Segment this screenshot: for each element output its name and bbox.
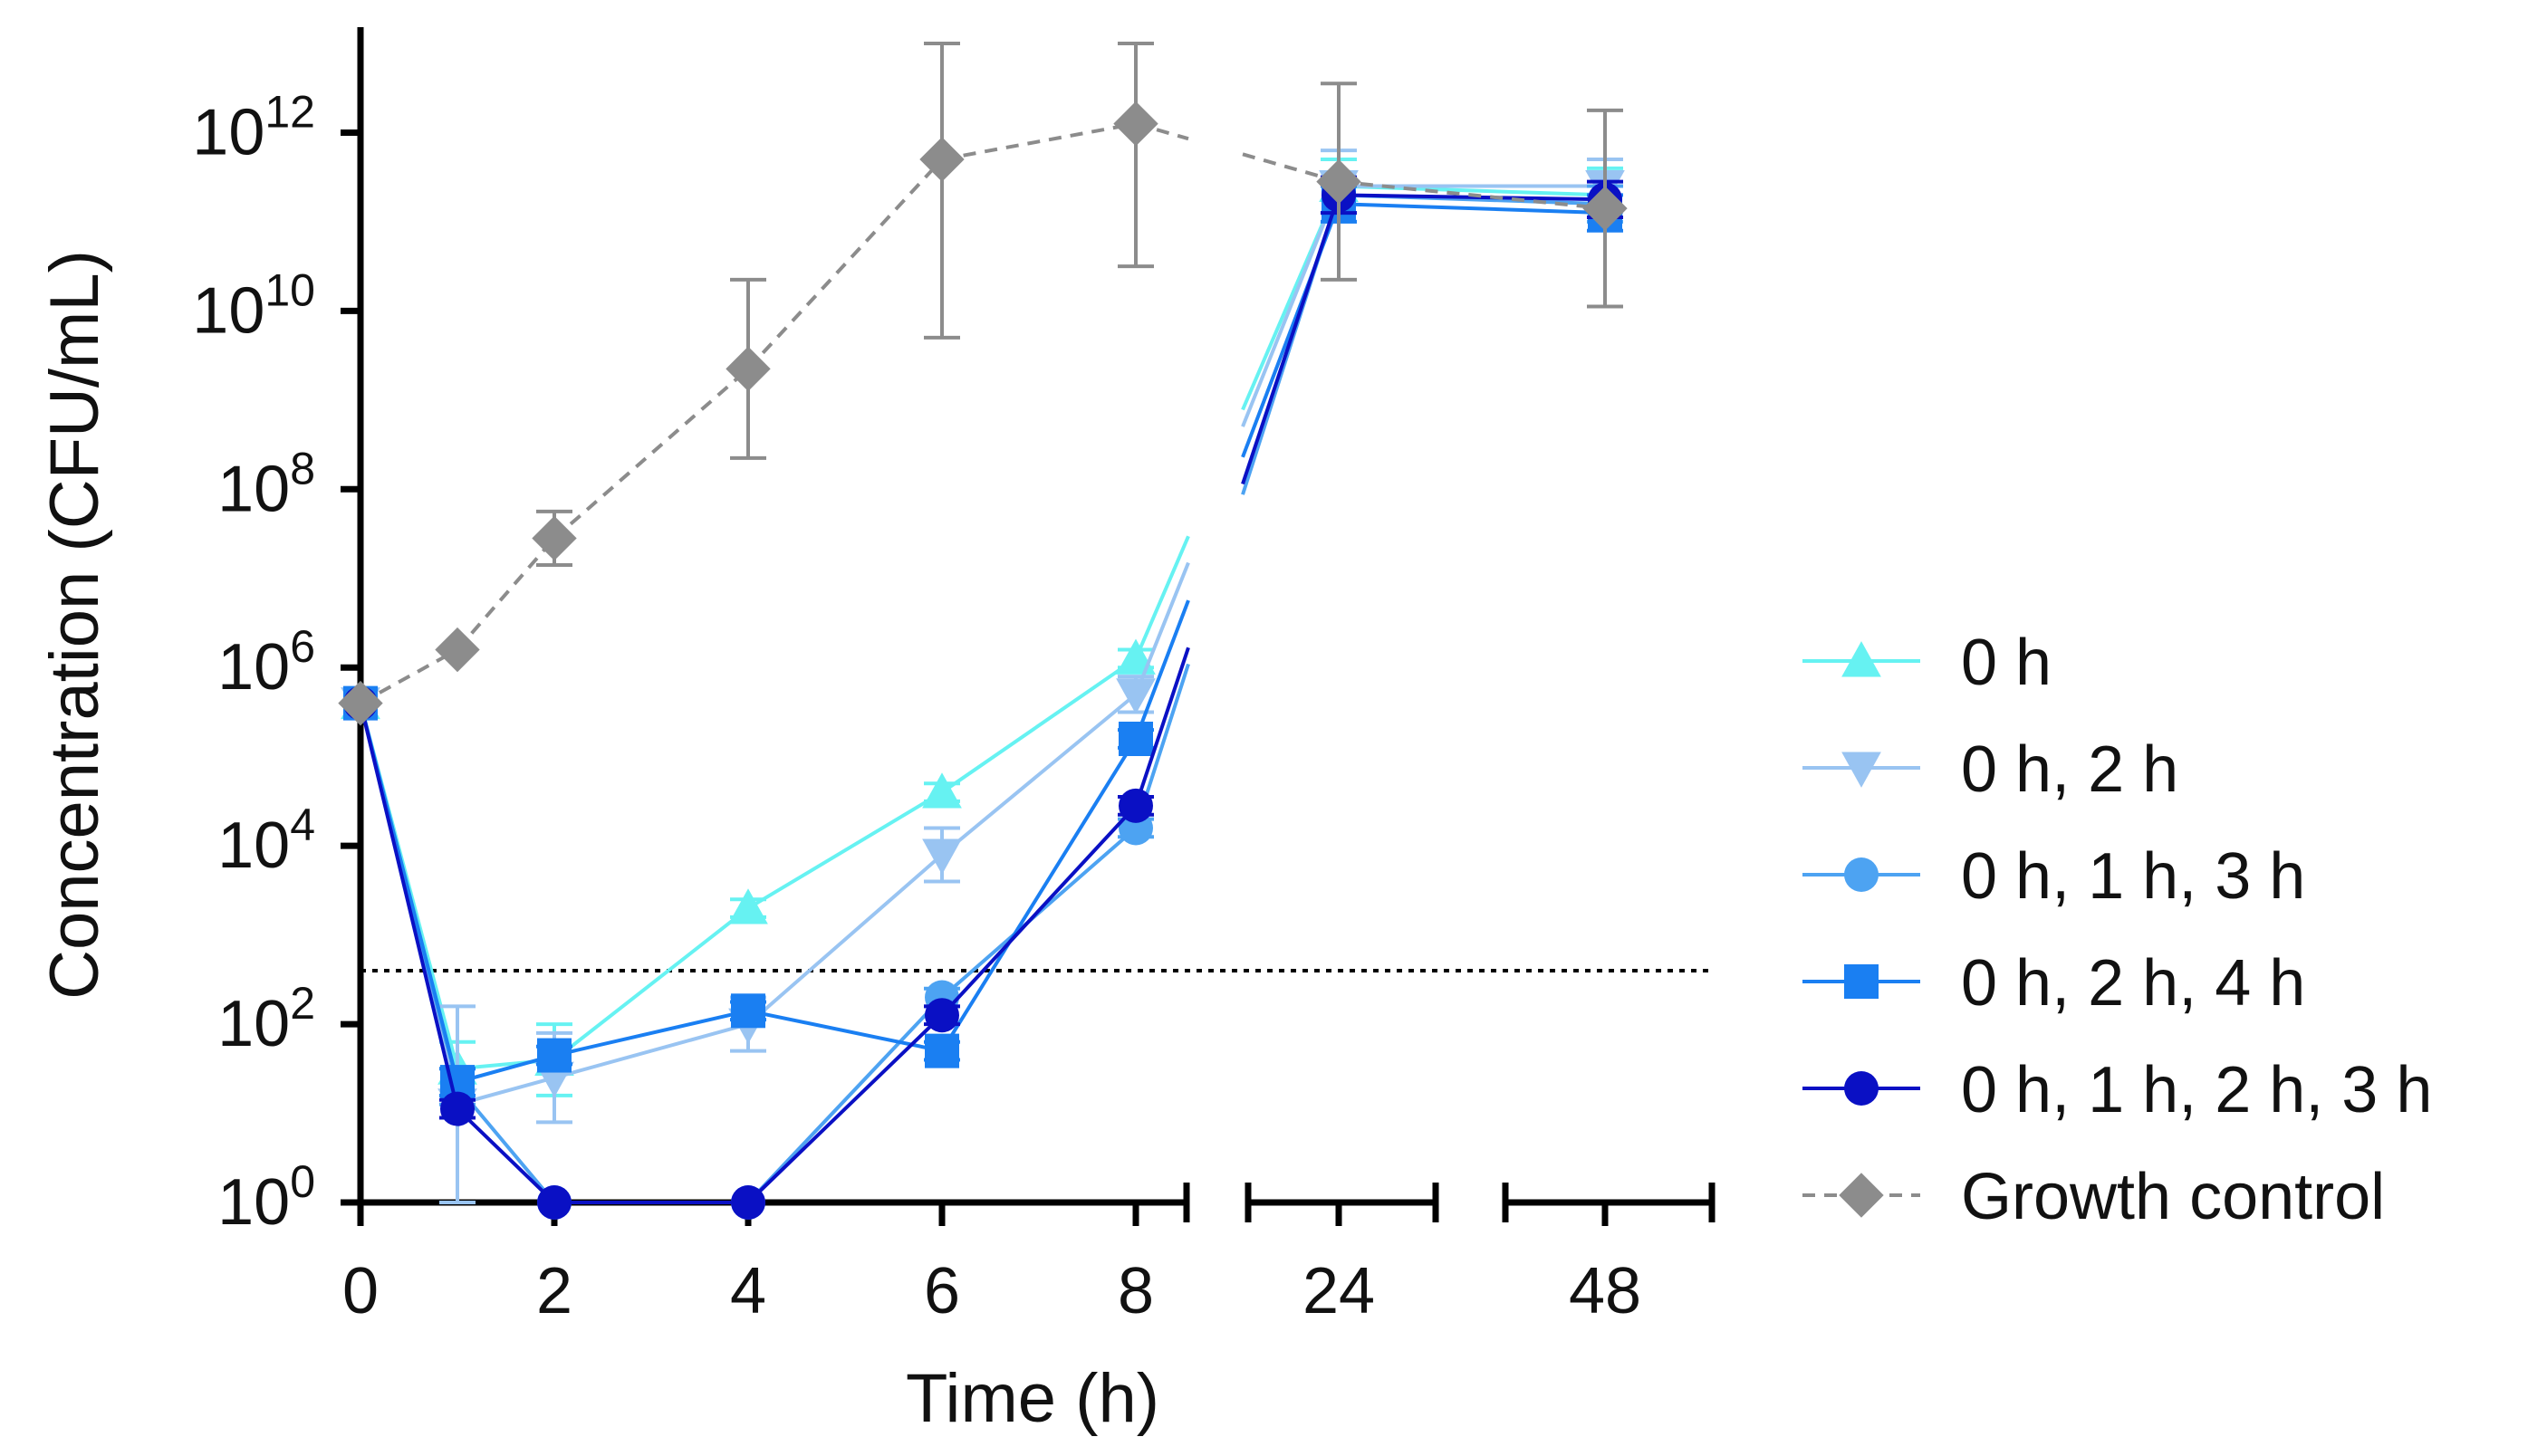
legend-entry: 0 h [1802, 627, 2052, 699]
data-point [922, 772, 962, 809]
data-point [1116, 678, 1156, 714]
x-tick-label: 8 [1118, 1255, 1154, 1327]
legend-label: 0 h [1961, 627, 2052, 699]
series-line [1338, 193, 1606, 202]
data-point [726, 346, 771, 392]
axes: Time (h) Concentration (CFU/mL) 100 102 10… [36, 27, 1716, 1437]
series-line [1134, 647, 1190, 807]
series-line [456, 1107, 556, 1204]
series-growth-control [338, 42, 1628, 726]
series-line [1134, 561, 1190, 695]
series-line [940, 737, 1138, 1052]
series-line [553, 1009, 749, 1058]
series-line [553, 906, 750, 1062]
series-line [941, 121, 1137, 161]
y-axis-label: Concentration (CFU/mL) [36, 250, 113, 1000]
series-line [746, 853, 944, 1026]
series-line [553, 367, 750, 540]
y-tick-label: 100 [217, 1156, 315, 1239]
y-tick-label: 108 [217, 443, 315, 525]
data-point [338, 680, 383, 726]
data-point [919, 137, 965, 182]
legend-label: 0 h, 1 h, 2 h, 3 h [1961, 1054, 2432, 1126]
data-point [440, 1091, 475, 1126]
series-line [940, 656, 1138, 794]
series-line [746, 158, 944, 370]
legend-marker [1844, 1071, 1879, 1106]
data-point [925, 998, 959, 1033]
series-line [746, 1013, 944, 1204]
series-line [940, 693, 1138, 857]
legend-entry: 0 h, 1 h, 2 h, 3 h [1802, 1054, 2432, 1126]
data-point [435, 627, 480, 673]
legend-marker [1844, 857, 1879, 892]
data-point [925, 1033, 959, 1068]
y-tick-label: 106 [217, 621, 315, 704]
x-tick-label: 24 [1302, 1255, 1375, 1327]
series-line [746, 790, 944, 910]
x-tick-label: 4 [730, 1255, 766, 1327]
series [338, 42, 1628, 1220]
legend-entry: 0 h, 2 h [1802, 733, 2178, 806]
y-tick-label: 1010 [192, 264, 315, 347]
legend-entry: 0 h, 1 h, 3 h [1802, 840, 2305, 913]
data-point [537, 1185, 572, 1220]
x-tick-label: 0 [342, 1255, 379, 1327]
series-line [553, 1022, 749, 1080]
series-line [1242, 152, 1340, 184]
series-line [1134, 535, 1190, 660]
legend-label: Growth control [1961, 1161, 2385, 1233]
legend-entry: Growth control [1802, 1161, 2385, 1233]
series-line [359, 703, 459, 1110]
data-point [532, 515, 577, 561]
data-point [1119, 722, 1153, 756]
series-line [360, 647, 458, 705]
legend: 0 h 0 h, 2 h 0 h, 1 h, 3 h 0 h, 2 h, 4 h 0 h… [1802, 627, 2432, 1233]
data-point [1316, 158, 1361, 205]
series-line [1338, 179, 1606, 211]
series-line [1241, 194, 1341, 485]
data-point [922, 838, 962, 875]
data-point [1113, 101, 1158, 147]
series-line [1134, 599, 1190, 740]
series-0-h [341, 158, 1625, 1097]
series-line [940, 804, 1138, 1017]
legend-label: 0 h, 2 h, 4 h [1961, 947, 2305, 1020]
x-tick-label: 48 [1569, 1255, 1641, 1327]
data-point [728, 888, 768, 924]
series-line [1241, 185, 1341, 427]
x-tick-label: 2 [536, 1255, 572, 1327]
legend-marker [1841, 752, 1881, 788]
data-point [731, 1185, 765, 1220]
data-point [731, 993, 765, 1029]
series-0-h-2-h [341, 148, 1625, 1204]
series-line [1338, 202, 1606, 216]
legend-label: 0 h, 2 h [1961, 733, 2178, 806]
data-point [1119, 788, 1153, 823]
x-axis-label: Time (h) [906, 1360, 1159, 1437]
data-point [537, 1038, 572, 1073]
legend-marker [1841, 641, 1881, 677]
y-tick-label: 104 [217, 800, 315, 882]
legend-marker [1844, 964, 1879, 999]
y-tick-label: 1012 [192, 86, 315, 168]
y-tick-label: 102 [217, 978, 315, 1060]
series-line [456, 537, 556, 651]
series-line [746, 996, 944, 1204]
x-tick-label: 6 [924, 1255, 960, 1327]
data-point [1582, 186, 1628, 231]
legend-entry: 0 h, 2 h, 4 h [1802, 947, 2305, 1020]
legend-label: 0 h, 1 h, 3 h [1961, 840, 2305, 913]
legend-marker [1839, 1173, 1884, 1218]
